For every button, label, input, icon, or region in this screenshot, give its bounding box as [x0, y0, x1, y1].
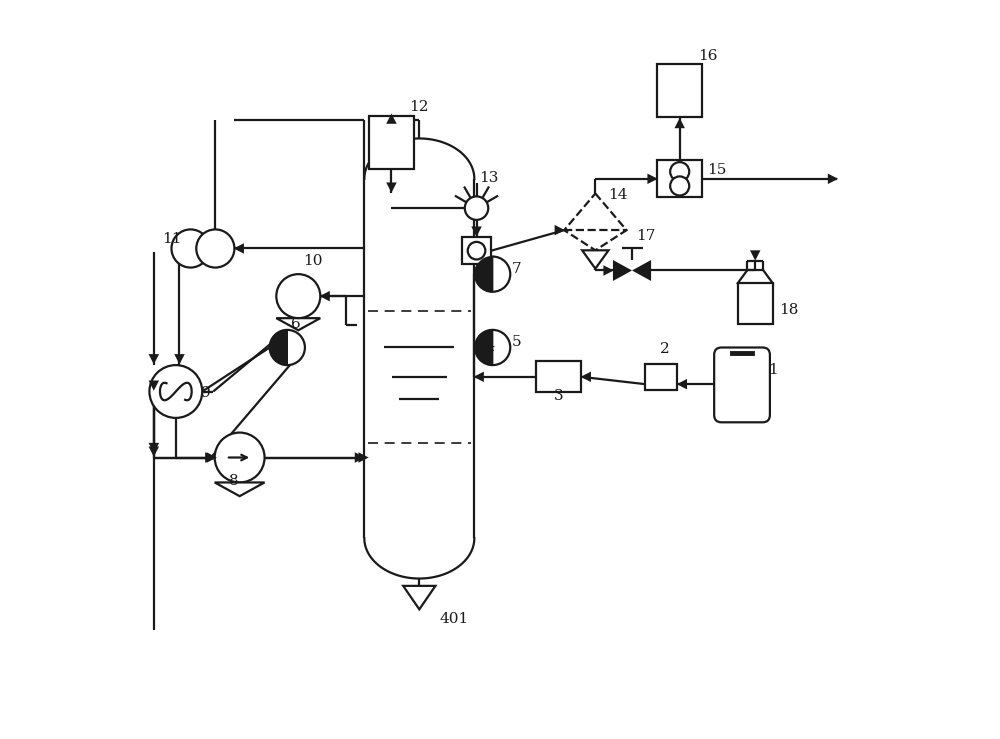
Text: 12: 12	[409, 101, 429, 115]
Polygon shape	[475, 256, 493, 292]
Polygon shape	[320, 291, 330, 302]
Polygon shape	[355, 452, 365, 463]
Circle shape	[465, 197, 488, 220]
Polygon shape	[403, 586, 435, 610]
Polygon shape	[483, 342, 493, 353]
Bar	[657, 160, 702, 197]
Circle shape	[171, 229, 210, 268]
Text: 7: 7	[512, 262, 521, 276]
Circle shape	[196, 229, 234, 268]
Circle shape	[670, 177, 689, 196]
Polygon shape	[358, 452, 369, 463]
Polygon shape	[149, 354, 159, 364]
Polygon shape	[674, 118, 685, 128]
Circle shape	[475, 256, 510, 292]
Polygon shape	[483, 269, 493, 279]
Text: 10: 10	[303, 254, 323, 268]
Polygon shape	[632, 260, 651, 281]
Text: 11: 11	[163, 232, 182, 246]
Text: 3: 3	[554, 389, 563, 403]
Polygon shape	[149, 443, 159, 453]
Text: 15: 15	[707, 163, 726, 177]
Circle shape	[215, 432, 265, 483]
Text: 1: 1	[768, 363, 777, 377]
Polygon shape	[603, 265, 614, 276]
Text: 6: 6	[291, 317, 301, 331]
Polygon shape	[677, 379, 687, 389]
Polygon shape	[564, 194, 627, 251]
Text: 13: 13	[479, 171, 499, 185]
Bar	[657, 64, 702, 118]
Text: 17: 17	[636, 229, 656, 243]
Polygon shape	[205, 452, 215, 463]
Text: 4: 4	[484, 337, 495, 355]
Bar	[536, 361, 581, 392]
Polygon shape	[386, 183, 397, 193]
Circle shape	[270, 330, 305, 365]
Polygon shape	[215, 483, 265, 496]
Polygon shape	[386, 114, 397, 124]
Polygon shape	[750, 251, 760, 261]
Polygon shape	[828, 174, 838, 184]
Polygon shape	[555, 225, 565, 236]
Polygon shape	[207, 452, 217, 463]
Text: 2: 2	[660, 342, 670, 356]
Circle shape	[670, 162, 689, 181]
Text: 401: 401	[440, 612, 469, 626]
Polygon shape	[581, 372, 591, 382]
Text: 9: 9	[201, 386, 211, 401]
Circle shape	[475, 330, 510, 365]
Bar	[462, 237, 491, 264]
Bar	[645, 364, 677, 390]
Polygon shape	[471, 226, 482, 236]
Polygon shape	[149, 381, 159, 391]
Circle shape	[276, 274, 320, 319]
Text: 18: 18	[779, 303, 798, 317]
Text: 14: 14	[609, 188, 628, 202]
Polygon shape	[234, 243, 244, 253]
Polygon shape	[582, 251, 609, 269]
Polygon shape	[474, 372, 484, 382]
Polygon shape	[149, 446, 159, 457]
FancyBboxPatch shape	[714, 347, 770, 422]
Polygon shape	[647, 174, 658, 184]
Polygon shape	[174, 354, 185, 364]
Polygon shape	[270, 330, 287, 365]
Polygon shape	[613, 260, 632, 281]
Bar	[369, 116, 414, 168]
Text: 8: 8	[229, 474, 238, 488]
Polygon shape	[276, 319, 320, 330]
Circle shape	[468, 242, 485, 259]
Circle shape	[149, 365, 202, 418]
Bar	[738, 283, 773, 324]
Text: 5: 5	[512, 335, 521, 349]
Text: 16: 16	[698, 49, 718, 63]
Polygon shape	[475, 330, 493, 365]
